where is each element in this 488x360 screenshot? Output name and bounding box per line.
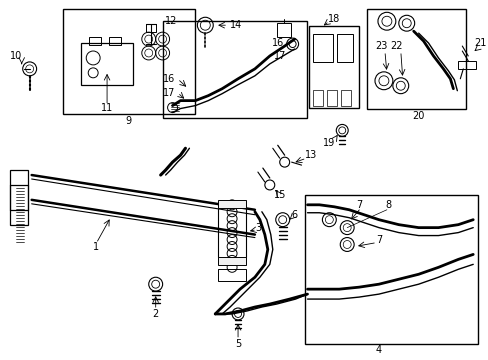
Bar [218, 200, 245, 208]
Text: 22: 22 [390, 41, 402, 51]
Text: 10: 10 [10, 51, 22, 61]
Text: 19: 19 [323, 138, 335, 148]
Bar [341, 90, 350, 105]
Text: 2: 2 [152, 309, 159, 319]
Text: 1: 1 [93, 243, 99, 252]
Text: 23: 23 [374, 41, 386, 51]
Text: 21: 21 [473, 38, 486, 48]
Text: 12: 12 [164, 16, 177, 26]
Text: 17: 17 [163, 88, 175, 98]
Text: 8: 8 [385, 200, 391, 210]
Bar [313, 90, 323, 105]
Text: 7: 7 [375, 234, 381, 244]
Text: 15: 15 [273, 190, 285, 200]
Text: 4: 4 [375, 345, 381, 355]
Text: 20: 20 [411, 112, 424, 121]
Bar [304, 195, 477, 344]
Bar [218, 269, 245, 281]
Text: 3: 3 [254, 222, 261, 233]
Bar [366, 9, 466, 109]
Text: 11: 11 [101, 103, 113, 113]
Bar [218, 257, 245, 265]
Text: 7: 7 [355, 200, 362, 210]
Text: 5: 5 [234, 339, 241, 349]
Bar [10, 170, 28, 185]
Bar [163, 21, 306, 118]
Text: 6: 6 [291, 210, 297, 220]
Text: 18: 18 [327, 14, 340, 24]
Text: 16: 16 [163, 74, 175, 84]
Bar [89, 37, 101, 45]
Bar [10, 210, 28, 225]
Text: 9: 9 [125, 116, 132, 126]
Bar [276, 23, 290, 37]
Text: 13: 13 [304, 150, 316, 160]
Bar [63, 9, 195, 113]
Bar [313, 34, 333, 62]
Bar [326, 90, 337, 105]
Text: 17: 17 [273, 51, 285, 61]
Text: 16: 16 [271, 38, 284, 48]
Bar [457, 61, 475, 69]
Bar [81, 43, 133, 85]
Bar [145, 24, 155, 32]
Bar [337, 34, 352, 62]
Bar [109, 37, 121, 45]
Text: 14: 14 [230, 20, 242, 30]
Bar [309, 26, 358, 108]
